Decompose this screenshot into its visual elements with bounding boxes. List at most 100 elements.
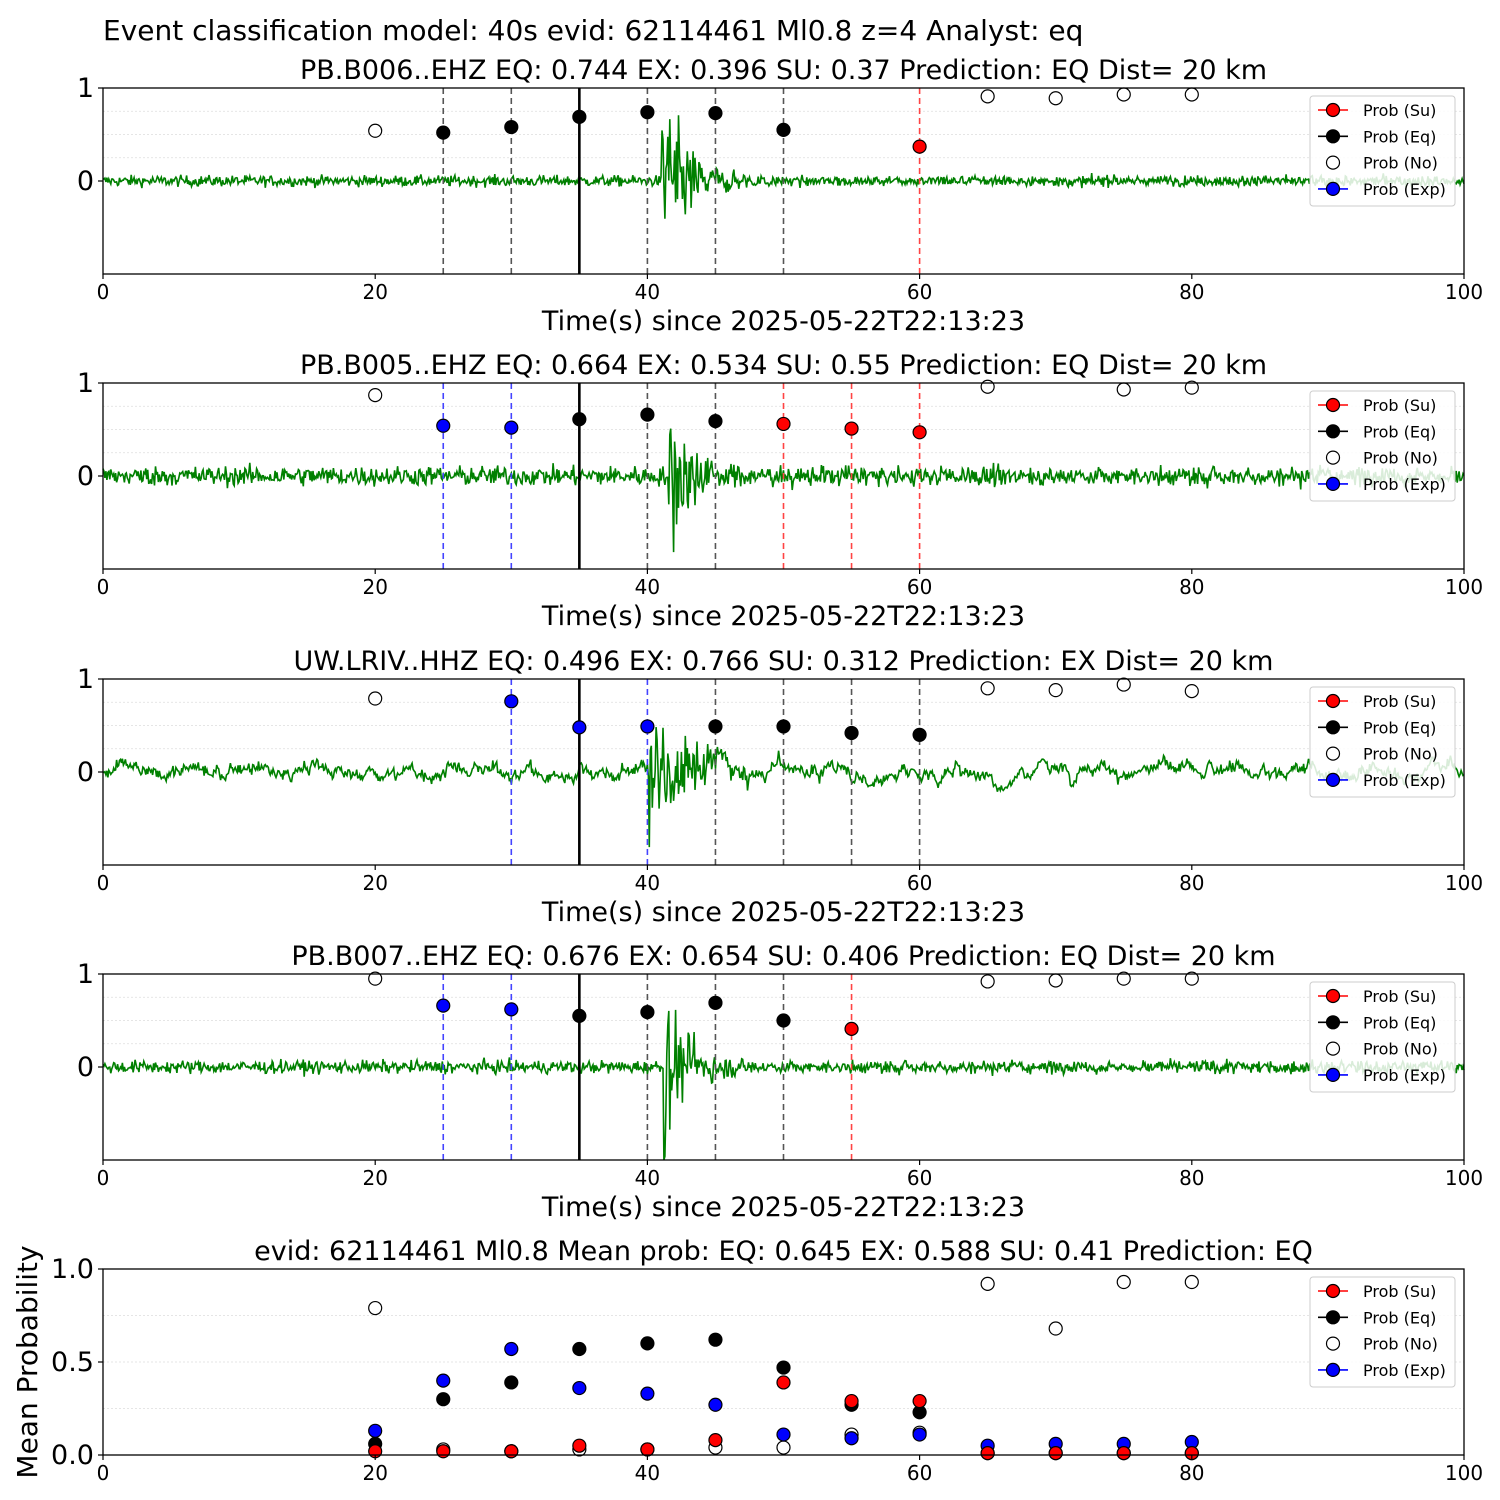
prob-point-eq <box>776 122 791 137</box>
panel-title: PB.B007..EHZ EQ: 0.676 EX: 0.654 SU: 0.4… <box>291 941 1275 972</box>
mean-point-no <box>1116 1274 1131 1290</box>
mean-point-eq <box>640 1336 655 1351</box>
x-tick-label: 80 <box>1179 1461 1204 1485</box>
x-tick-label: 0 <box>97 1166 110 1190</box>
prob-point-eq <box>504 119 519 135</box>
prob-point-no <box>1116 87 1131 102</box>
prob-point-eq <box>708 414 723 429</box>
legend-label: Prob (Su) <box>1363 101 1436 120</box>
legend-label: Prob (Eq) <box>1363 1308 1436 1327</box>
x-axis-label: Time(s) since 2025-05-22T22:13:23 <box>541 897 1025 928</box>
prob-point-no <box>1184 683 1199 699</box>
legend: Prob (Su) Prob (Eq) Prob (No) Prob (Exp) <box>1309 1276 1456 1388</box>
legend-marker-exp <box>1325 1362 1341 1378</box>
prob-point-exp <box>504 694 519 709</box>
mean-point-no <box>1048 1321 1063 1336</box>
legend-label: Prob (Su) <box>1363 987 1436 1006</box>
legend-marker-su <box>1325 988 1341 1004</box>
x-tick-label: 20 <box>362 1461 387 1485</box>
legend-label: Prob (Exp) <box>1363 1066 1446 1085</box>
x-tick-label: 80 <box>1179 871 1204 895</box>
prob-point-eq <box>572 412 587 427</box>
x-tick-label: 0 <box>97 575 110 599</box>
x-tick-label: 40 <box>635 280 660 304</box>
mean-point-exp <box>912 1427 927 1442</box>
legend-marker-exp <box>1325 772 1341 788</box>
prob-point-eq <box>572 109 587 124</box>
prob-point-no <box>368 387 383 403</box>
prob-point-exp <box>640 719 655 734</box>
x-tick-label: 40 <box>635 575 660 599</box>
legend-label: Prob (No) <box>1363 1335 1438 1354</box>
prob-point-no <box>980 89 995 104</box>
prob-point-eq <box>640 105 655 120</box>
prob-point-exp <box>504 420 519 435</box>
panel-3: UW.LRIV..HHZ EQ: 0.496 EX: 0.766 SU: 0.3… <box>77 646 1483 928</box>
legend-label: Prob (Exp) <box>1363 180 1446 199</box>
mean-point-eq <box>708 1332 723 1347</box>
legend-box <box>1309 390 1456 502</box>
mean-point-su <box>776 1375 791 1390</box>
legend-marker-eq <box>1325 1015 1341 1030</box>
x-tick-label: 100 <box>1445 1166 1483 1190</box>
legend-marker-exp <box>1325 1067 1341 1083</box>
legend-marker-no <box>1325 746 1341 761</box>
legend-marker-eq <box>1325 424 1341 439</box>
legend-label: Prob (Su) <box>1363 1282 1436 1301</box>
panel-1: PB.B006..EHZ EQ: 0.744 EX: 0.396 SU: 0.3… <box>77 55 1483 337</box>
waveform-trace <box>102 428 1465 553</box>
legend-label: Prob (Su) <box>1363 396 1436 415</box>
prob-point-no <box>1048 91 1063 106</box>
legend-label: Prob (Eq) <box>1363 1013 1436 1032</box>
legend-marker-su <box>1325 1283 1341 1299</box>
x-tick-label: 80 <box>1179 280 1204 304</box>
y-tick-label: 0 <box>77 461 94 492</box>
mean-point-su <box>504 1444 519 1459</box>
prob-point-no <box>1048 683 1063 698</box>
legend-label: Prob (No) <box>1363 449 1438 468</box>
legend-box <box>1309 95 1456 207</box>
mean-point-exp <box>640 1386 655 1401</box>
legend-marker-su <box>1325 102 1341 118</box>
x-tick-label: 100 <box>1445 1461 1483 1485</box>
x-tick-label: 20 <box>362 871 387 895</box>
legend-marker-no <box>1325 1336 1341 1351</box>
x-tick-label: 60 <box>907 1166 932 1190</box>
panel-5: evid: 62114461 Ml0.8 Mean prob: EQ: 0.64… <box>11 1236 1483 1485</box>
y-axis-label: Mean Probability <box>11 1245 44 1478</box>
legend-marker-su <box>1325 693 1341 709</box>
prob-point-no <box>368 971 383 986</box>
prob-point-exp <box>504 1002 519 1017</box>
prob-point-no <box>368 123 383 138</box>
legend-label: Prob (Eq) <box>1363 127 1436 146</box>
mean-point-exp <box>776 1427 791 1442</box>
prob-point-exp <box>436 418 451 433</box>
prob-point-exp <box>436 998 451 1013</box>
panel-2: PB.B005..EHZ EQ: 0.664 EX: 0.534 SU: 0.5… <box>77 350 1483 632</box>
mean-point-exp <box>572 1380 587 1396</box>
legend-label: Prob (Eq) <box>1363 422 1436 441</box>
panel-4: PB.B007..EHZ EQ: 0.676 EX: 0.654 SU: 0.4… <box>77 941 1483 1223</box>
figure-suptitle: Event classification model: 40s evid: 62… <box>103 14 1083 47</box>
y-tick-label: 1 <box>77 959 94 990</box>
prob-point-su <box>912 139 927 154</box>
legend-marker-no <box>1325 450 1341 465</box>
prob-point-su <box>844 421 859 436</box>
panel-title: evid: 62114461 Ml0.8 Mean prob: EQ: 0.64… <box>254 1236 1313 1267</box>
prob-point-eq <box>640 407 655 422</box>
prob-point-eq <box>572 1008 587 1023</box>
legend-label: Prob (No) <box>1363 745 1438 764</box>
x-tick-label: 0 <box>97 280 110 304</box>
x-tick-label: 40 <box>635 1166 660 1190</box>
prob-point-eq <box>776 1013 791 1028</box>
mean-point-su <box>1048 1446 1063 1461</box>
legend-marker-exp <box>1325 476 1341 491</box>
prob-point-eq <box>640 1005 655 1020</box>
mean-point-eq <box>436 1392 451 1407</box>
legend-label: Prob (Exp) <box>1363 475 1446 494</box>
prob-point-no <box>1184 87 1199 102</box>
x-tick-label: 20 <box>362 1166 387 1190</box>
mean-point-no <box>980 1276 995 1291</box>
x-axis-label: Time(s) since 2025-05-22T22:13:23 <box>541 1192 1025 1223</box>
x-tick-label: 100 <box>1445 871 1483 895</box>
